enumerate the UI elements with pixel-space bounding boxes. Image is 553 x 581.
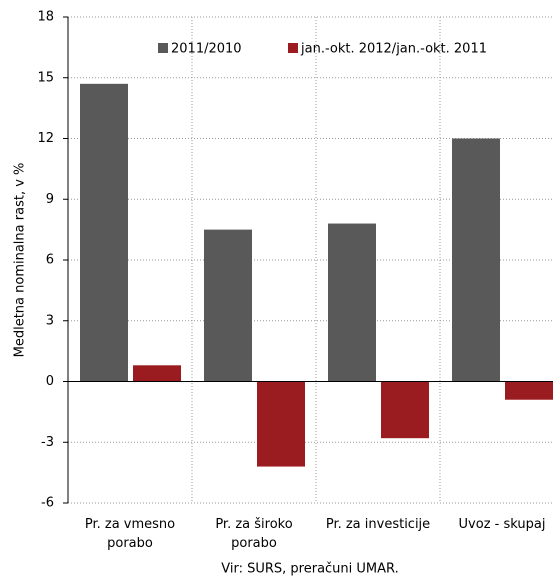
y-tick-label: 0: [46, 374, 54, 389]
y-tick-label: 12: [37, 131, 54, 146]
y-tick-label: -6: [41, 496, 54, 511]
bar: [80, 83, 128, 382]
source-note: Vir: SURS, preračuni UMAR.: [221, 562, 398, 577]
x-tick-label: Uvoz - skupaj: [458, 517, 546, 532]
bar: [204, 229, 252, 382]
bar: [452, 138, 500, 382]
y-tick-label: 15: [37, 70, 54, 85]
x-tick-label: Pr. za široko porabo: [215, 517, 293, 551]
y-tick-label: 9: [46, 192, 54, 207]
legend-swatch: [288, 43, 298, 53]
bar: [133, 365, 181, 382]
y-tick-label: 18: [37, 10, 54, 25]
legend-swatch: [158, 43, 168, 53]
bar: [328, 223, 376, 382]
legend-label: 2011/2010: [171, 42, 242, 57]
bar: [505, 381, 553, 400]
bar: [381, 381, 429, 439]
bar: [257, 381, 305, 467]
legend-label: jan.-okt. 2012/jan.-okt. 2011: [300, 42, 487, 57]
x-tick-label: Pr. za investicije: [325, 517, 431, 532]
y-tick-label: -3: [41, 435, 54, 450]
y-tick-label: 3: [46, 313, 54, 328]
y-tick-label: 6: [46, 253, 54, 268]
y-axis-label: Medletna nominalna rast, v %: [13, 163, 28, 358]
x-tick-label: Pr. za vmesno porabo: [84, 517, 176, 551]
